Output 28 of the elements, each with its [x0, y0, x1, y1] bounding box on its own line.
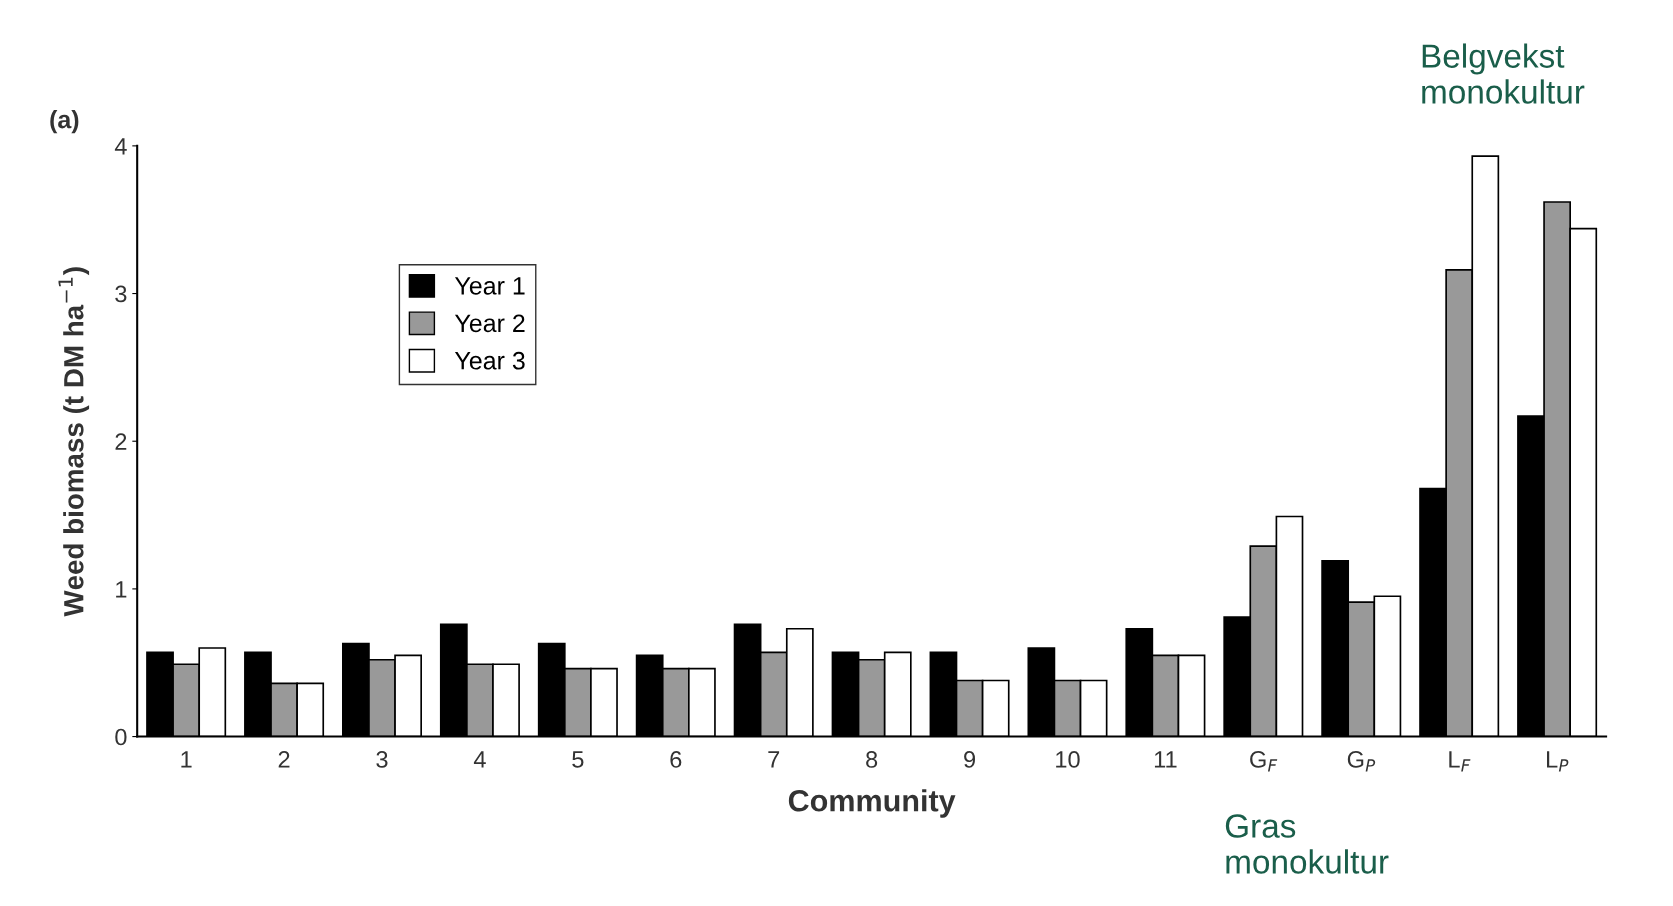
legend-label: Year 2 — [454, 314, 525, 333]
x-tick-label: 6 — [670, 751, 682, 768]
x-tick-label: L$_{P}$ — [1547, 751, 1569, 772]
x-tick-label: 9 — [964, 751, 976, 768]
y-tick-label: 2 — [115, 433, 127, 450]
y-tick-label: 4 — [114, 138, 127, 155]
y-tick-label: 0 — [115, 728, 127, 746]
x-tick-label: L$_{F}$ — [1449, 751, 1471, 772]
legend-label: Year 1 — [454, 277, 525, 295]
x-tick-label: 7 — [768, 751, 780, 768]
x-tick-label: G$_{P}$ — [1347, 751, 1376, 772]
x-tick-label: 4 — [473, 751, 486, 768]
x-tick-label: 11 — [1154, 751, 1177, 768]
legend-label: Year 3 — [454, 351, 525, 370]
chart-title: (a) — [50, 110, 79, 134]
x-tick-label: 8 — [866, 751, 878, 768]
y-tick-label: 3 — [115, 285, 127, 303]
x-tick-label: 5 — [572, 751, 584, 768]
x-tick-label: 3 — [376, 751, 388, 768]
y-axis-title: Weed biomass (t DM ha$^{−1}$) — [58, 267, 90, 617]
x-tick-label: 1 — [181, 751, 192, 768]
y-tick-label: 1 — [116, 581, 127, 598]
text: Gras monokultur — [1225, 814, 1389, 874]
text: Belgvekst monokultur — [1422, 43, 1585, 104]
x-axis-title: Community — [788, 789, 956, 818]
x-tick-label: G$_{F}$ — [1250, 751, 1278, 772]
x-tick-label: 2 — [278, 751, 290, 768]
x-tick-label: 10 — [1056, 751, 1080, 768]
